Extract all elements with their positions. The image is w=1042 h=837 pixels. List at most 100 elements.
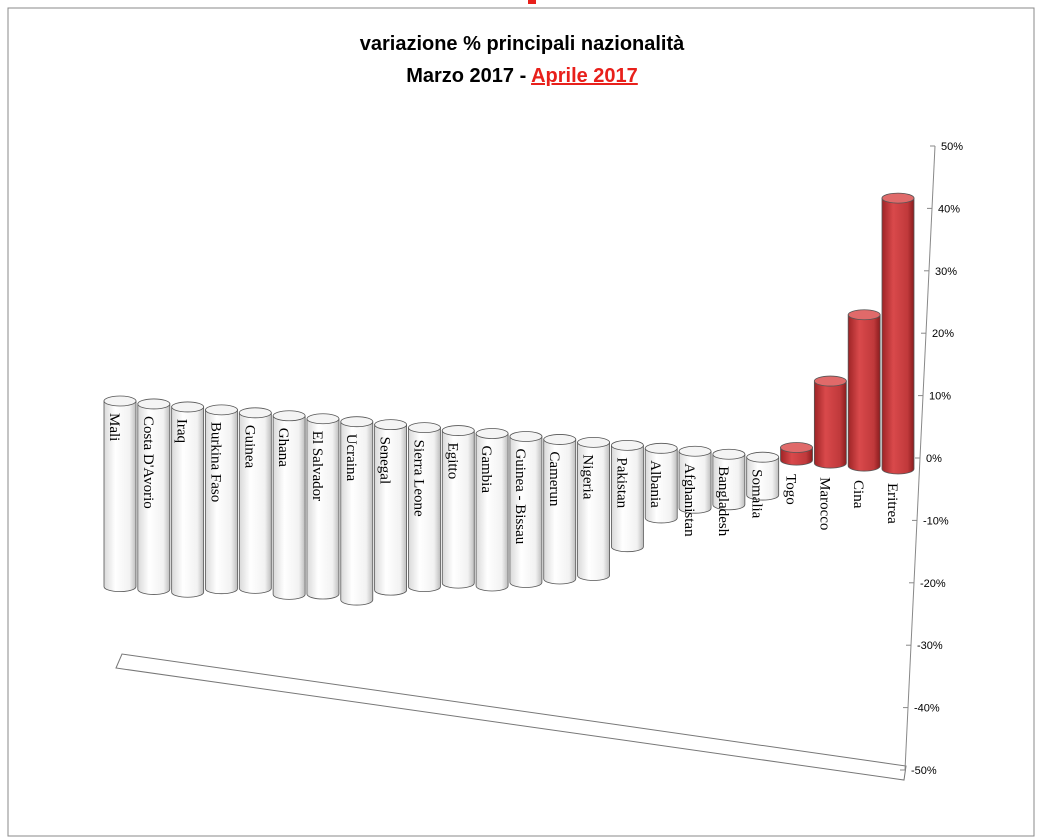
category-label: Egitto [444, 443, 460, 480]
category-label: Togo [783, 474, 799, 505]
bar [847, 309, 881, 472]
bar [577, 436, 610, 581]
bar [374, 419, 408, 596]
bar-body [509, 436, 543, 588]
category-label: Guinea [241, 425, 257, 469]
bar [746, 451, 780, 501]
bar-top [340, 416, 374, 428]
bar-body [644, 447, 678, 524]
bar [408, 422, 441, 593]
bar-body [137, 403, 171, 595]
category-label: Pakistan [613, 457, 629, 508]
category-label: Gambia [478, 446, 494, 494]
bar [137, 398, 171, 595]
category-label: Somalia [749, 469, 765, 519]
category-label: Eritrea [884, 483, 900, 524]
category-label: Sierra Leone [410, 440, 426, 517]
chart-subtitle: Marzo 2017 - Aprile 2017 [406, 65, 638, 87]
bar [272, 410, 306, 600]
category-label: Marocco [816, 477, 832, 530]
bar-top [374, 419, 408, 431]
category-label: Camerun [546, 451, 562, 506]
y-tick-label: -50% [911, 765, 937, 777]
category-label: Iraq [174, 419, 190, 444]
bar [171, 401, 205, 598]
category-label: Cina [850, 480, 866, 509]
bar [712, 448, 746, 511]
bar-body [205, 409, 238, 595]
bar-top [272, 410, 306, 422]
category-label: Albania [647, 460, 663, 508]
bar-top [103, 395, 137, 407]
y-tick-label: 30% [935, 266, 957, 278]
bar-top [306, 413, 340, 425]
bar-top [543, 434, 577, 445]
category-label: Guinea - Bissau [512, 448, 528, 544]
bar-body [610, 444, 644, 553]
y-tick-label: 40% [938, 203, 960, 215]
y-tick-label: -20% [920, 578, 946, 590]
bar [509, 431, 543, 588]
bar [610, 439, 644, 553]
bar-body [340, 421, 374, 606]
y-tick-label: 20% [932, 328, 954, 340]
bar [103, 395, 137, 592]
category-label: Burkina Faso [207, 422, 223, 502]
bar-top [847, 309, 881, 321]
bar [238, 407, 272, 594]
bar [475, 428, 509, 592]
bar-body [678, 450, 712, 514]
bar-top [610, 439, 644, 451]
bar-series [103, 192, 915, 606]
bar-body [306, 418, 340, 600]
bar-body [103, 400, 137, 592]
bar [340, 416, 374, 606]
bar-body [712, 453, 746, 511]
category-label: Ucraina [343, 434, 359, 482]
category-label: Senegal [377, 437, 393, 484]
y-tick-label: -10% [923, 515, 949, 527]
bar-body [746, 456, 780, 501]
bar-body [577, 441, 610, 581]
bar-body [374, 424, 408, 596]
bar-body [171, 406, 205, 598]
top-accent-fragment [528, 0, 536, 4]
bar [881, 192, 915, 475]
chart-frame [7, 7, 1035, 837]
bar-body [238, 412, 272, 594]
bar-top [475, 428, 509, 439]
bar-body [813, 380, 847, 469]
bar-body [475, 433, 509, 592]
bar [678, 445, 712, 514]
bar [543, 434, 577, 585]
category-label: Mali [106, 413, 122, 441]
bar-top [577, 436, 610, 448]
bar-top [644, 442, 678, 454]
y-tick-label: 0% [926, 453, 942, 465]
bar-top [238, 407, 272, 419]
bar-body [272, 415, 306, 600]
bar-top [137, 398, 171, 410]
chart-subtitle-prefix: Marzo 2017 - [406, 65, 531, 87]
bar-top [746, 451, 780, 463]
y-tick-label: 10% [929, 391, 951, 403]
bar-top [408, 422, 441, 434]
chart-title: variazione % principali nazionalità [360, 33, 685, 55]
category-label: Ghana [275, 428, 291, 467]
bar-top [509, 431, 543, 442]
y-tick-label: -30% [917, 640, 943, 652]
bar [306, 413, 340, 600]
y-tick-label: -40% [914, 703, 940, 715]
bar [780, 442, 813, 466]
category-label: Nigeria [580, 454, 596, 499]
y-tick-label: 50% [941, 141, 963, 153]
bar-top [881, 192, 915, 204]
category-label: Costa D'Avorio [140, 416, 156, 509]
bar-body [543, 439, 577, 585]
bar-body [847, 314, 881, 472]
chart-subtitle-highlight: Aprile 2017 [531, 65, 638, 87]
chart-floor [115, 653, 907, 781]
bar-top [813, 375, 847, 387]
bar [644, 442, 678, 524]
